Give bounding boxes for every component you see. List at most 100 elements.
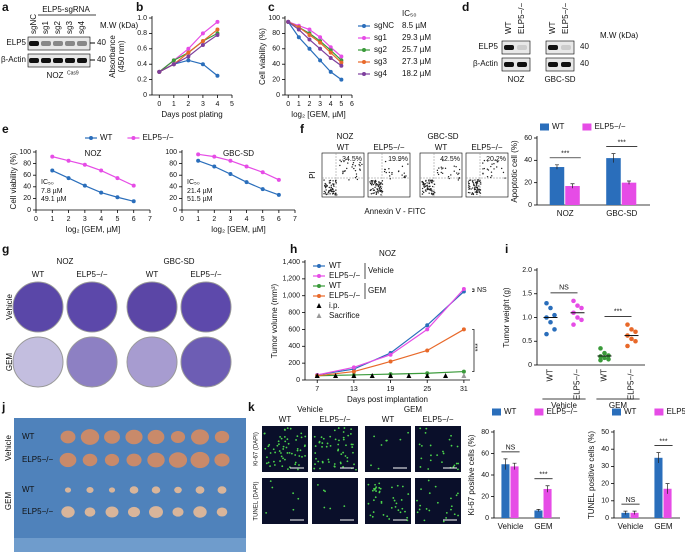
legend-label: WT: [624, 407, 637, 416]
stain: [286, 427, 289, 430]
flow-event: [342, 172, 344, 175]
flow-event: [358, 164, 360, 166]
flow-event: [333, 185, 335, 187]
flow-event: [476, 180, 479, 183]
mw-label: M.W (kDa): [100, 21, 139, 30]
stain: [294, 461, 297, 464]
stain: [272, 448, 275, 451]
stain: [314, 445, 317, 447]
bar: [501, 464, 510, 518]
stain: [287, 468, 289, 471]
cell-label: GBC-SD: [163, 257, 194, 266]
cell-label: NOZ: [57, 257, 74, 266]
point: [598, 346, 603, 351]
flow-event: [324, 191, 327, 193]
plate: [180, 281, 232, 333]
flow-event: [487, 160, 489, 162]
tumor: [191, 429, 209, 445]
stain: [329, 444, 332, 447]
stain: [278, 450, 281, 452]
bar: [630, 512, 639, 518]
point: [328, 56, 333, 61]
flow-event: [456, 172, 458, 174]
flow-event: [493, 163, 495, 165]
flow-event: [323, 179, 325, 181]
stain: [379, 487, 382, 490]
lane-label: sg3: [65, 21, 74, 34]
bar: [621, 182, 637, 205]
flow-event: [379, 182, 382, 184]
cell-sup: Cas9: [67, 70, 79, 76]
flow-event: [372, 188, 374, 190]
y-tick-label: 0: [276, 92, 280, 99]
flow-event: [474, 191, 477, 193]
y-tick-label: 0.2: [137, 76, 147, 83]
stain: [350, 443, 353, 446]
cell-label: GBC-SD: [427, 132, 458, 141]
stain: [301, 455, 303, 458]
legend-title: IC₅₀: [402, 9, 417, 18]
stain: [294, 454, 297, 456]
x-tick-label: 6: [350, 101, 354, 108]
bar: [534, 510, 543, 518]
flow-event: [476, 186, 479, 189]
y-tick-label: 1,400: [282, 259, 300, 266]
y-tick-label: 1.5: [522, 291, 532, 298]
stain: [273, 460, 275, 463]
blot-frame: [545, 40, 575, 55]
stain: [450, 434, 452, 437]
point: [66, 158, 71, 163]
flow-event: [472, 193, 475, 195]
stain: [279, 460, 281, 462]
point: [629, 327, 634, 332]
stain: [321, 442, 324, 444]
stain: [344, 455, 347, 457]
legend-dot: [131, 136, 136, 140]
flow-event: [472, 179, 474, 182]
y-tick-label: 1,200: [282, 276, 300, 283]
stain: [452, 465, 455, 468]
stain: [321, 445, 323, 448]
y-tick-label: 1,000: [282, 293, 300, 300]
flow-event: [430, 181, 433, 184]
flow-event: [424, 185, 427, 188]
x-tick-label: WT: [546, 369, 555, 382]
tumor: [151, 486, 161, 494]
stain: [274, 451, 277, 454]
y-tick-label: 80: [272, 30, 280, 37]
point: [579, 305, 584, 311]
ruler: [14, 538, 246, 552]
flow-event: [352, 163, 354, 166]
y-tick-label: 100: [268, 15, 280, 22]
percent-label: 19.9%: [388, 156, 408, 163]
stain: [399, 511, 402, 514]
stain: [337, 427, 340, 429]
flow-event: [389, 175, 391, 177]
tumor: [126, 453, 142, 467]
x-axis-label: Days post implantation: [347, 395, 428, 404]
legend-swatch: [654, 408, 664, 416]
stain: [393, 499, 396, 502]
group-label: GEM: [4, 492, 13, 511]
point: [307, 46, 312, 51]
flow-event: [342, 171, 344, 173]
percent-label: 42.5%: [440, 156, 460, 163]
flow-event: [351, 166, 353, 168]
stain: [448, 438, 451, 441]
ic50-label: 18.2 µM: [402, 69, 431, 78]
panel-letter: j: [1, 400, 5, 414]
stain: [277, 440, 280, 443]
x-tick-label: 3: [83, 216, 87, 223]
sig-bracket: [472, 288, 475, 292]
stain: [378, 491, 381, 494]
point: [276, 192, 281, 197]
error-bar: [623, 510, 628, 515]
x-tick-label: 5: [230, 101, 234, 108]
bar: [565, 186, 580, 205]
stain: [327, 458, 330, 461]
flow-event: [458, 172, 460, 175]
panel-label: ELP5−/−: [471, 143, 502, 152]
flow-event: [436, 172, 439, 174]
stain: [425, 427, 428, 430]
